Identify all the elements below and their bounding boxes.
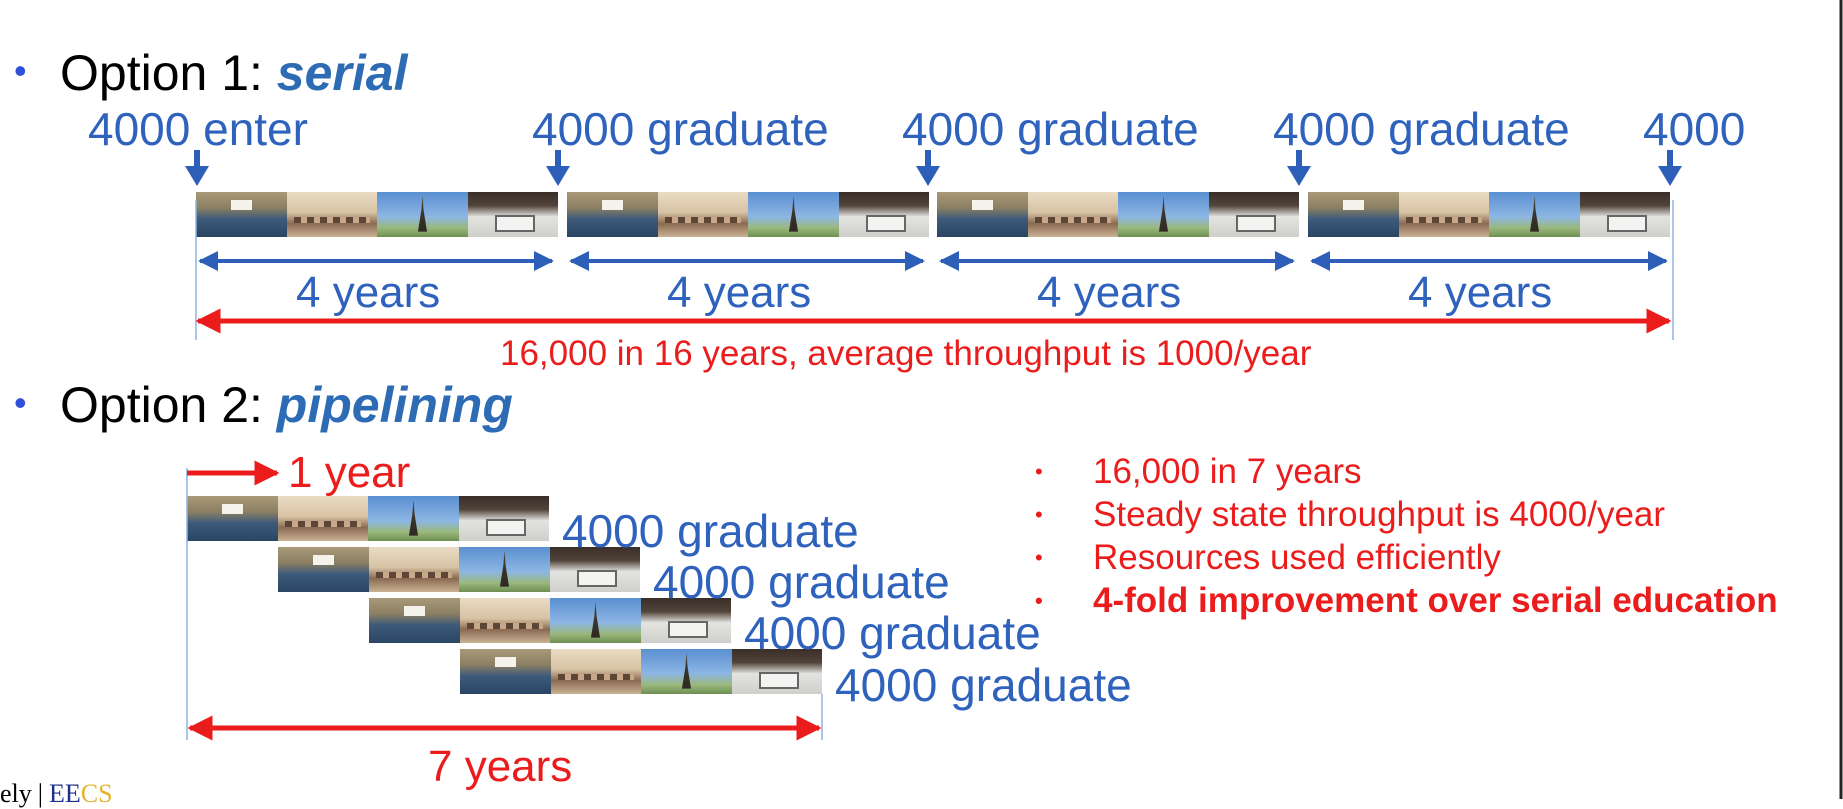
option1-title: Option 1: serial <box>60 44 407 102</box>
lab-icon <box>550 547 640 592</box>
classroom-icon <box>460 598 550 643</box>
lab-icon <box>468 192 558 237</box>
classroom-icon <box>278 496 368 541</box>
classroom-icon <box>287 192 377 237</box>
footer-logo: ely | EECS <box>0 779 113 808</box>
lab-icon <box>459 496 549 541</box>
serial-strip-3 <box>937 192 1299 237</box>
note-item: • Steady state throughput is 4000/year <box>1035 493 1778 536</box>
lab-icon <box>1580 192 1670 237</box>
serial-strip-1 <box>196 192 558 237</box>
option1-prefix: Option 1: <box>60 45 277 101</box>
serial-strip-2 <box>567 192 929 237</box>
option2-prefix: Option 2: <box>60 377 277 433</box>
option2-emphasis: pipelining <box>276 377 513 433</box>
pipeline-notes-list: • 16,000 in 7 years • Steady state through… <box>1035 450 1778 622</box>
down-arrow-icon <box>1287 150 1311 186</box>
eiffel-tower-icon <box>1118 192 1209 237</box>
note-text: Resources used efficiently <box>1093 538 1501 577</box>
pipeline-strip-2 <box>278 547 640 592</box>
pipeline-strip-3 <box>369 598 731 643</box>
pipeline-step-label: 1 year <box>288 448 411 497</box>
down-arrow-icon <box>916 150 940 186</box>
pipeline-strip-1 <box>187 496 549 541</box>
footer-partial-text: ely <box>0 779 32 808</box>
lecture-hall-icon <box>460 649 551 694</box>
eiffel-tower-icon <box>377 192 468 237</box>
note-item: • Resources used efficiently <box>1035 536 1778 579</box>
serial-summary: 16,000 in 16 years, average throughput i… <box>500 334 1312 373</box>
classroom-icon <box>369 547 459 592</box>
eiffel-tower-icon <box>641 649 732 694</box>
lecture-hall-icon <box>1308 192 1399 237</box>
entry-down-arrows <box>185 150 1682 186</box>
pipeline-total-label: 7 years <box>428 742 573 791</box>
footer-logo-part2: CS <box>80 779 113 808</box>
eiffel-tower-icon <box>459 547 550 592</box>
eiffel-tower-icon <box>550 598 641 643</box>
lecture-hall-icon <box>369 598 460 643</box>
pipeline-graduate-2: 4000 graduate <box>653 556 950 608</box>
note-item: • 16,000 in 7 years <box>1035 450 1778 493</box>
lecture-hall-icon <box>278 547 369 592</box>
classroom-icon <box>1399 192 1489 237</box>
eiffel-tower-icon <box>368 496 459 541</box>
option2-bullet: • <box>14 382 27 423</box>
pipeline-graduate-4: 4000 graduate <box>835 659 1132 711</box>
lab-icon <box>641 598 731 643</box>
option1-label-enter: 4000 enter <box>88 103 308 155</box>
classroom-icon <box>658 192 748 237</box>
down-arrow-icon <box>1658 150 1682 186</box>
serial-strip-4 <box>1308 192 1670 237</box>
lecture-hall-icon <box>187 496 278 541</box>
note-text: 16,000 in 7 years <box>1093 452 1362 491</box>
pipeline-graduate-3: 4000 graduate <box>744 607 1041 659</box>
eiffel-tower-icon <box>748 192 839 237</box>
note-bullet: • <box>1035 588 1043 613</box>
lecture-hall-icon <box>937 192 1028 237</box>
lecture-hall-icon <box>567 192 658 237</box>
pipeline-graduate-1: 4000 graduate <box>562 505 859 557</box>
note-text: Steady state throughput is 4000/year <box>1093 495 1666 534</box>
option1-label-graduate-3: 4000 graduate <box>1273 103 1570 155</box>
lecture-hall-icon <box>196 192 287 237</box>
note-item: • 4-fold improvement over serial educatio… <box>1035 579 1778 622</box>
note-text: 4-fold improvement over serial education <box>1093 581 1778 620</box>
eiffel-tower-icon <box>1489 192 1580 237</box>
option2-title: Option 2: pipelining <box>60 376 513 434</box>
option1-label-graduate-1: 4000 graduate <box>532 103 829 155</box>
lab-icon <box>1209 192 1299 237</box>
down-arrow-icon <box>185 150 209 186</box>
note-bullet: • <box>1035 459 1043 484</box>
classroom-icon <box>1028 192 1118 237</box>
note-bullet: • <box>1035 545 1043 570</box>
option1-label-graduate-2: 4000 graduate <box>902 103 1199 155</box>
footer-logo-part1: EE <box>48 779 81 808</box>
option1-bullet: • <box>14 50 27 91</box>
lab-icon <box>732 649 822 694</box>
down-arrow-icon <box>546 150 570 186</box>
option1-emphasis: serial <box>276 45 408 101</box>
pipeline-strip-4 <box>460 649 822 694</box>
option1-label-final: 4000 <box>1643 103 1746 155</box>
lab-icon <box>839 192 929 237</box>
classroom-icon <box>551 649 641 694</box>
note-bullet: • <box>1035 502 1043 527</box>
